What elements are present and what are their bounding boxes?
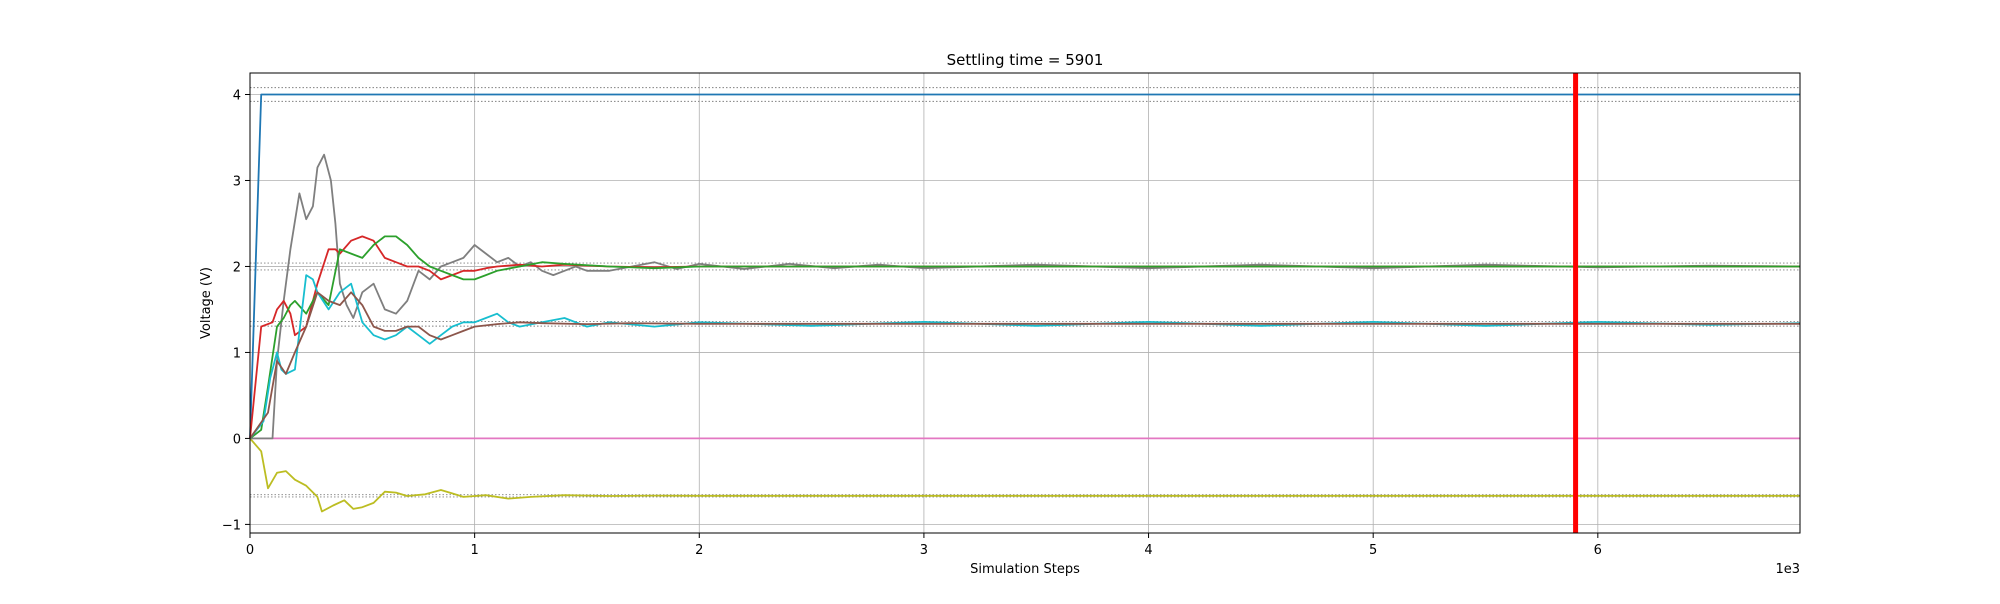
y-tick-label: 0 — [233, 432, 241, 447]
x-tick-label: 1 — [470, 543, 478, 558]
series-line-0 — [249, 93, 1800, 439]
y-tick-label: 1 — [233, 346, 241, 361]
y-tick-label: 4 — [233, 88, 241, 103]
x-axis-multiplier: 1e3 — [1775, 562, 1800, 577]
series-line-6 — [249, 274, 1801, 439]
series-line-2 — [249, 437, 1800, 513]
x-tick-label: 5 — [1369, 543, 1377, 558]
x-tick-label: 6 — [1594, 543, 1602, 558]
x-axis-label: Simulation Steps — [970, 562, 1080, 577]
x-tick-label: 3 — [920, 543, 928, 558]
y-tick-label: 2 — [233, 260, 241, 275]
axis-ticks: 0 1 2 3 4 5 6 −1 0 1 2 3 4 — [222, 88, 1602, 558]
x-tick-label: 4 — [1144, 543, 1152, 558]
y-axis-label: Voltage (V) — [199, 267, 214, 339]
y-tick-label: 3 — [233, 174, 241, 189]
y-tick-label: −1 — [222, 518, 241, 533]
x-tick-label: 2 — [695, 543, 703, 558]
grid-lines — [249, 73, 1800, 533]
x-tick-label: 0 — [246, 543, 254, 558]
series-lines — [249, 93, 1801, 513]
chart-title: Settling time = 5901 — [947, 51, 1104, 69]
series-line-7 — [249, 291, 1800, 439]
plot-frame — [249, 72, 1801, 534]
series-line-3 — [250, 153, 1801, 440]
series-line-5 — [249, 235, 1800, 440]
tolerance-bands — [250, 87, 1800, 498]
